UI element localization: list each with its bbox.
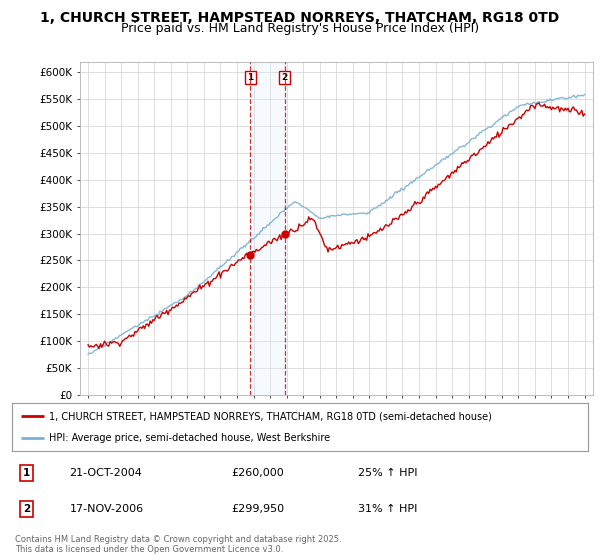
Text: 2: 2 (23, 505, 30, 514)
Text: HPI: Average price, semi-detached house, West Berkshire: HPI: Average price, semi-detached house,… (49, 433, 331, 443)
Text: 31% ↑ HPI: 31% ↑ HPI (358, 505, 417, 514)
Text: 1, CHURCH STREET, HAMPSTEAD NORREYS, THATCHAM, RG18 0TD (semi-detached house): 1, CHURCH STREET, HAMPSTEAD NORREYS, THA… (49, 411, 493, 421)
Text: 25% ↑ HPI: 25% ↑ HPI (358, 468, 417, 478)
Text: 1: 1 (247, 73, 253, 82)
Bar (250, 62, 284, 395)
Text: 2: 2 (281, 73, 288, 82)
Text: £260,000: £260,000 (231, 468, 284, 478)
Text: 1: 1 (23, 468, 30, 478)
Text: 21-OCT-2004: 21-OCT-2004 (70, 468, 142, 478)
Text: 17-NOV-2006: 17-NOV-2006 (70, 505, 144, 514)
Text: Price paid vs. HM Land Registry's House Price Index (HPI): Price paid vs. HM Land Registry's House … (121, 22, 479, 35)
Text: 1, CHURCH STREET, HAMPSTEAD NORREYS, THATCHAM, RG18 0TD: 1, CHURCH STREET, HAMPSTEAD NORREYS, THA… (40, 11, 560, 25)
Text: £299,950: £299,950 (231, 505, 284, 514)
Text: Contains HM Land Registry data © Crown copyright and database right 2025.
This d: Contains HM Land Registry data © Crown c… (15, 535, 341, 554)
